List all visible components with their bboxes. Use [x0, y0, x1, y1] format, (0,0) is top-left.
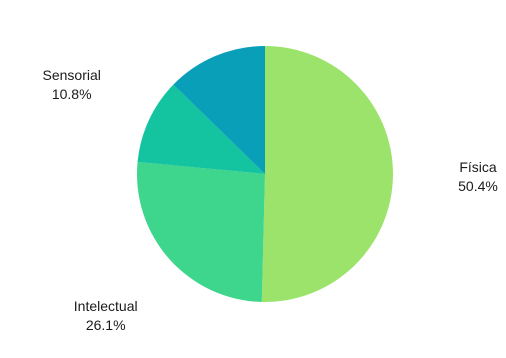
- pie-slice-mental: [173, 46, 265, 174]
- pie-slice-sensorial: [137, 84, 265, 174]
- slice-percent-intelectual: 26.1%: [86, 317, 126, 333]
- slice-label-intelectual: Intelectual 26.1%: [74, 298, 138, 333]
- slice-percent-fisica: 50.4%: [458, 178, 498, 194]
- slice-label-sensorial: Sensorial 10.8%: [43, 67, 101, 102]
- slice-percent-sensorial: 10.8%: [52, 86, 92, 102]
- slice-label-fisica: Física 50.4%: [458, 159, 498, 194]
- labels-layer: Física 50.4% Intelectual 26.1% Sensorial 10.8…: [43, 67, 498, 333]
- pie-slice-fisica: [261, 46, 393, 302]
- slice-name-intelectual: Intelectual: [74, 298, 138, 314]
- pie-slice-intelectual: [137, 161, 265, 302]
- slices-layer: [137, 46, 393, 302]
- slice-name-sensorial: Sensorial: [43, 67, 101, 83]
- slice-name-fisica: Física: [459, 159, 497, 175]
